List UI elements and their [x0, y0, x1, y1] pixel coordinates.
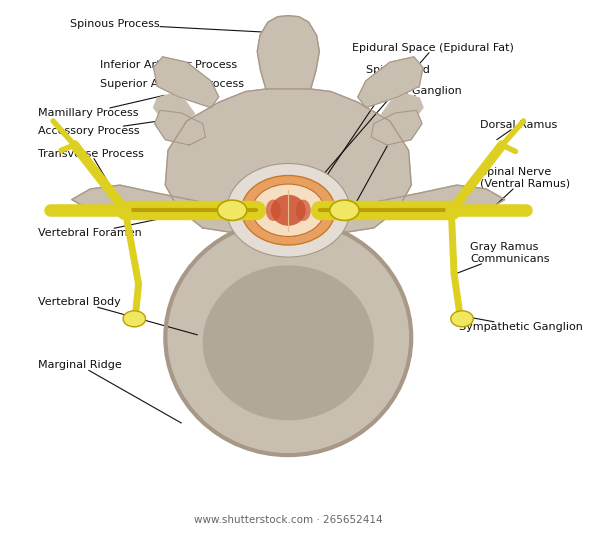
Ellipse shape — [203, 265, 374, 420]
Text: Dorsal Ramus: Dorsal Ramus — [479, 120, 557, 140]
Text: Vertebral Body: Vertebral Body — [38, 297, 197, 335]
Text: Spinous Process: Spinous Process — [70, 19, 278, 33]
Polygon shape — [371, 110, 422, 145]
Text: Gray Ramus
Communicans: Gray Ramus Communicans — [457, 242, 550, 273]
Text: Spinal Cord: Spinal Cord — [307, 65, 430, 205]
Polygon shape — [154, 94, 195, 124]
Polygon shape — [382, 94, 423, 124]
Polygon shape — [257, 16, 319, 89]
Polygon shape — [72, 185, 197, 214]
Ellipse shape — [451, 311, 473, 327]
Polygon shape — [358, 57, 423, 108]
Text: www.shutterstock.com · 265652414: www.shutterstock.com · 265652414 — [194, 515, 383, 525]
Text: Sympathetic Ganglion: Sympathetic Ganglion — [460, 317, 583, 332]
Text: Marginal Ridge: Marginal Ridge — [38, 360, 181, 423]
Text: Accessory Process: Accessory Process — [38, 121, 163, 136]
Text: Spinal Nerve
(Ventral Ramus): Spinal Nerve (Ventral Ramus) — [479, 167, 570, 209]
Text: Inferior Articular Process: Inferior Articular Process — [100, 60, 237, 120]
Polygon shape — [155, 110, 205, 145]
Ellipse shape — [266, 199, 281, 221]
Text: Vertebral Foramen: Vertebral Foramen — [38, 204, 232, 238]
Text: Epidural Space (Epidural Fat): Epidural Space (Epidural Fat) — [307, 43, 514, 193]
Text: Mamillary Process: Mamillary Process — [38, 95, 164, 118]
Ellipse shape — [241, 175, 335, 245]
Ellipse shape — [271, 195, 305, 226]
Text: Transverse Process: Transverse Process — [38, 148, 144, 193]
Text: Spinal Ganglion: Spinal Ganglion — [352, 86, 461, 209]
Ellipse shape — [227, 163, 350, 257]
Polygon shape — [154, 57, 219, 108]
Ellipse shape — [252, 184, 325, 236]
Ellipse shape — [166, 220, 411, 455]
Ellipse shape — [296, 199, 311, 221]
Text: Superior Articular Process: Superior Articular Process — [100, 79, 244, 88]
Ellipse shape — [330, 200, 359, 220]
Polygon shape — [166, 86, 411, 241]
Ellipse shape — [217, 200, 247, 220]
Polygon shape — [379, 185, 505, 214]
Ellipse shape — [123, 311, 146, 327]
